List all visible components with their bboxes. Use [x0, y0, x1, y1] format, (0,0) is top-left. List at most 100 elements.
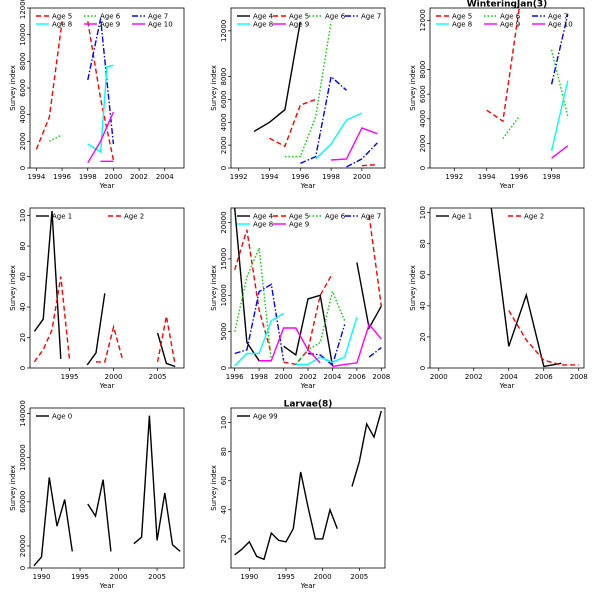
- y-tick-label: 0: [19, 566, 27, 570]
- legend-entry: Age 2: [124, 213, 144, 221]
- series-line-age-6: [550, 49, 569, 117]
- x-tick-label: 2005: [149, 373, 167, 381]
- x-tick-label: 1998: [322, 173, 340, 181]
- panel-title: WinteringJan(3): [467, 0, 548, 10]
- series-line-age-8: [234, 312, 284, 367]
- series-line-age-8: [315, 112, 363, 160]
- x-tick-label: 2002: [465, 373, 483, 381]
- x-tick-label: 2005: [350, 573, 368, 581]
- y-tick-label: 0: [220, 166, 228, 170]
- series-line-age-1: [86, 293, 106, 366]
- x-axis-label: Year: [99, 182, 115, 190]
- y-tick-label: 5000: [220, 323, 228, 341]
- y-axis-label: Survey index: [409, 65, 417, 111]
- y-tick-label: 100000: [19, 444, 27, 471]
- plot-frame: [29, 207, 185, 369]
- legend-entry: Age 7: [548, 13, 568, 21]
- series-line-age-7: [300, 75, 347, 165]
- series-line-age-9: [332, 322, 382, 368]
- legend-entry: Age 4: [253, 13, 274, 21]
- x-axis-label: Year: [300, 382, 316, 390]
- panel-title: Larvae(8): [284, 400, 333, 410]
- y-tick-label: 0: [19, 366, 27, 370]
- series-line-age-8: [550, 80, 569, 151]
- x-tick-label: 2004: [156, 173, 174, 181]
- x-axis-label: Year: [99, 382, 115, 390]
- legend-entry: Age 8: [52, 21, 72, 29]
- x-tick-label: 1995: [277, 573, 295, 581]
- plot-frame: [230, 7, 386, 169]
- y-tick-label: 4000: [19, 106, 27, 124]
- legend-entry: Age 9: [289, 221, 309, 229]
- y-tick-label: 80: [19, 242, 27, 251]
- legend-entry: Age 2: [524, 213, 544, 221]
- y-tick-label: 60: [419, 270, 427, 279]
- x-tick-label: 1996: [226, 373, 244, 381]
- panel-2: 1992 1994 1996 1998 2000 0 2000 4000 6000 8000 120…: [210, 7, 386, 190]
- legend-entry: Age 7: [361, 213, 381, 221]
- y-axis-label: Survey index: [210, 465, 218, 511]
- y-tick-label: 2000: [220, 136, 228, 154]
- legend-entry: Age 5: [452, 13, 472, 21]
- x-axis-label: Year: [300, 582, 316, 590]
- y-tick-label: 4000: [220, 113, 228, 131]
- legend-entry: Age 7: [361, 13, 381, 21]
- x-tick-label: 1998: [79, 173, 97, 181]
- series-line-age-7: [550, 14, 569, 85]
- panel-8: Larvae(8) 1990 1995 2000 2005 20 40 60 80 100 Year…: [210, 400, 386, 590]
- x-axis-label: Year: [300, 182, 316, 190]
- panel-6: 2000 2002 2004 2006 2008 0 20 40 60 80 100 Year Surv…: [409, 206, 588, 390]
- y-tick-label: 6000: [19, 79, 27, 97]
- y-axis-label: Survey index: [409, 265, 417, 311]
- legend-entry: Age 0: [52, 413, 72, 421]
- y-tick-label: 100: [419, 206, 427, 219]
- series-line-age-7: [87, 18, 115, 145]
- x-tick-label: 2000: [110, 573, 128, 581]
- y-tick-label: 40: [19, 303, 27, 312]
- legend-entry: Age 5: [289, 213, 309, 221]
- x-tick-label: 2000: [105, 373, 123, 381]
- x-tick-label: 2002: [130, 173, 148, 181]
- legend-entry: Age 5: [289, 13, 309, 21]
- y-tick-label: 12000: [220, 20, 228, 42]
- series-line-age-4: [253, 21, 301, 133]
- x-tick-label: 1994: [28, 173, 46, 181]
- y-tick-label: 40: [220, 505, 228, 514]
- panel-7: 1990 1995 2000 2005 0 20000 60000 100000 140000 Y…: [9, 400, 185, 590]
- x-axis-label: Year: [499, 182, 515, 190]
- y-tick-label: 8000: [19, 52, 27, 70]
- series-line-age-6: [502, 115, 520, 139]
- legend-entry: Age 10: [148, 21, 173, 29]
- x-axis-label: Year: [499, 382, 515, 390]
- x-tick-label: 2008: [372, 373, 390, 381]
- plot-frame: [429, 7, 585, 169]
- series-line-age-5: [368, 215, 382, 307]
- series-line-age-0: [87, 479, 112, 552]
- x-axis-label: Year: [99, 582, 115, 590]
- legend-entry: Age 10: [548, 21, 573, 29]
- series-line-age-99: [234, 471, 338, 561]
- x-tick-label: 2000: [353, 173, 371, 181]
- y-tick-label: 60: [220, 476, 228, 485]
- y-axis-label: Survey index: [210, 65, 218, 111]
- series-line-age-0: [133, 415, 181, 552]
- panel-5: 1996 1998 2000 2002 2004 2006 2008 0 5000 10000 15…: [210, 207, 390, 390]
- legend-entry: Age 9: [500, 21, 520, 29]
- y-tick-label: 60000: [19, 491, 27, 513]
- x-tick-label: 1995: [71, 573, 89, 581]
- y-tick-label: 20000: [220, 211, 228, 233]
- x-tick-label: 2006: [348, 373, 366, 381]
- x-tick-label: 1998: [250, 373, 268, 381]
- series-line-age-6: [48, 134, 63, 142]
- y-tick-label: 20: [19, 333, 27, 342]
- series-line-age-5: [269, 98, 316, 148]
- y-tick-label: 0: [19, 166, 27, 170]
- series-line-age-0: [33, 477, 73, 567]
- series-line-age-5: [35, 21, 63, 150]
- series-line-age-6: [234, 247, 272, 361]
- series-line-age-9: [551, 145, 569, 159]
- y-tick-label: 0: [419, 366, 427, 370]
- y-tick-label: 40: [419, 301, 427, 310]
- x-tick-label: 2004: [500, 373, 518, 381]
